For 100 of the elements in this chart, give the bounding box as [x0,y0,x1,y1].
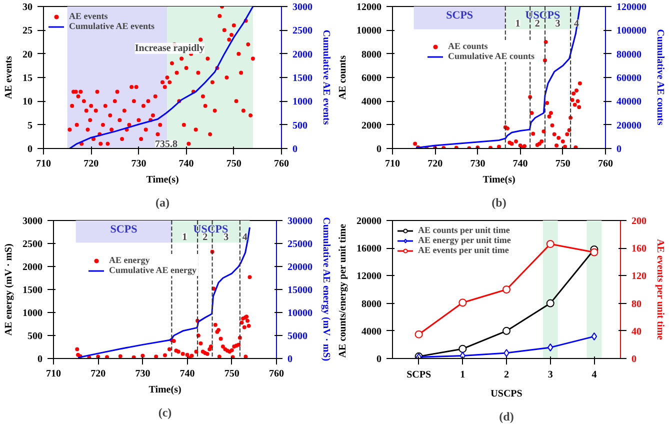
y2-tick-label: 25000 [288,239,312,250]
y-tick-label: 0 [28,144,32,155]
y2-tick-label: 40 [632,326,642,338]
x-tick-label: 710 [385,158,400,170]
y-axis-title: AE counts [338,55,348,100]
y2-tick-label: 0 [288,354,292,365]
x-axis-title: Time(s) [146,174,179,186]
y2-tick-label: 200 [632,216,646,227]
annotation: 3 [555,18,560,30]
y-tick-label: 1000 [22,308,42,319]
y2-tick-label: 0 [632,354,636,365]
y-tick-label: 4000 [362,326,382,338]
text: (b) [492,196,506,210]
x-tick-label: 740 [512,158,528,170]
x-tick-label: 2 [504,370,509,380]
y-tick-label: 0 [38,354,42,365]
y2-axis-title: AE events per unit time [654,238,666,340]
legend-label: AE counts [448,41,488,51]
y2-tick-label: 120 [632,271,646,282]
x-tick-label: 720 [90,368,106,380]
y2-tick-label: 60000 [616,73,642,84]
y-axis-title: AE energy (mV · mS) [4,244,14,336]
x-tick-label: 4 [592,370,597,380]
y2-tick-label: 2500 [292,26,312,37]
x-tick-label: 750 [226,158,242,170]
x-tick-label: 760 [274,158,289,170]
y2-tick-label: 5000 [288,331,308,342]
y-tick-label: 12000 [356,2,382,13]
annotation: 4 [242,232,248,243]
y-tick-label: 0 [376,144,382,155]
x-axis-title: Time(s) [148,384,182,396]
y-tick-label: 30 [22,2,32,13]
y2-tick-label: 20000 [288,262,312,273]
annotation: Increase rapidly [134,42,204,54]
y-tick-label: 4000 [362,96,382,108]
x-tick-label: 3 [548,370,553,380]
y-tick-label: 2000 [362,120,382,132]
annotation: 3 [224,232,229,243]
legend-label: AE counts per unit time [418,225,510,235]
legend-label: Cumulative AE events [69,21,154,31]
y-tick-label: 5 [28,120,32,132]
band-label: SCPS [110,223,138,236]
y2-tick-label: 0 [292,144,298,155]
y-tick-label: 2500 [22,239,42,250]
y-tick-label: 500 [28,331,42,342]
x-tick-label: 720 [84,158,99,170]
legend-label: Cumulative AE energy [109,265,196,275]
y-tick-label: 15 [22,73,32,84]
y-axis-title: AE counts/energy per unit time [338,223,348,358]
x-tick-label: 740 [178,158,194,170]
x-tick-label: 730 [135,368,150,380]
y-tick-label: 10000 [356,26,382,37]
legend-label: AE energy [109,255,150,265]
annotation: 4 [574,18,580,30]
annotation: 2 [202,232,208,243]
y2-axis-title: Cumulative AE energy (mV · mS) [320,217,332,362]
y2-tick-label: 100000 [616,26,646,37]
x-tick-label: 710 [36,158,51,170]
y2-tick-label: 15000 [288,285,312,296]
y2-tick-label: 10000 [288,308,312,319]
y-tick-label: 10 [22,96,32,108]
y-tick-label: 12000 [356,271,382,282]
y2-tick-label: 2000 [292,49,312,60]
y-tick-label: 3000 [22,216,42,227]
y-tick-label: 6000 [362,73,382,84]
y-tick-label: 0 [376,354,382,365]
y2-tick-label: 40000 [616,96,642,108]
annotation: 1 [182,232,188,243]
x-axis-title: USCPS [490,388,523,400]
x-tick-label: 750 [555,158,570,170]
x-tick-label: 730 [470,158,486,170]
x-tick-label: 720 [428,158,443,170]
band-label: SCPS [446,9,474,22]
legend-label: AE events per unit time [418,245,509,255]
annotation: 1 [515,18,520,30]
legend-label: Cumulative AE counts [448,51,535,61]
text: (a) [156,196,170,210]
text: (d) [499,410,514,424]
y-tick-label: 16000 [356,244,382,255]
y-tick-label: 8000 [362,49,382,60]
y2-axis-title: Cumulative AE counts [654,29,666,126]
text: (c) [158,406,172,420]
x-tick-label: SCPS [406,370,432,380]
y2-tick-label: 1000 [292,96,312,108]
y-tick-label: 1500 [22,285,42,296]
y2-tick-label: 0 [616,144,622,155]
y2-tick-label: 1500 [292,73,312,84]
annotation: 735.8 [155,139,178,150]
y2-tick-label: 30000 [288,216,312,227]
x-tick-label: 710 [46,368,61,380]
y2-tick-label: 160 [632,244,646,255]
x-tick-label: 1 [460,370,466,380]
y-tick-label: 20000 [356,216,382,227]
y-tick-label: 20 [22,49,32,60]
y2-axis-title: Cumulative AE events [320,30,332,125]
x-tick-label: 760 [269,368,284,380]
annotation: 2 [534,18,540,30]
y-tick-label: 25 [22,26,32,37]
band-label: USCPS [525,9,560,22]
x-tick-label: 760 [598,158,613,170]
